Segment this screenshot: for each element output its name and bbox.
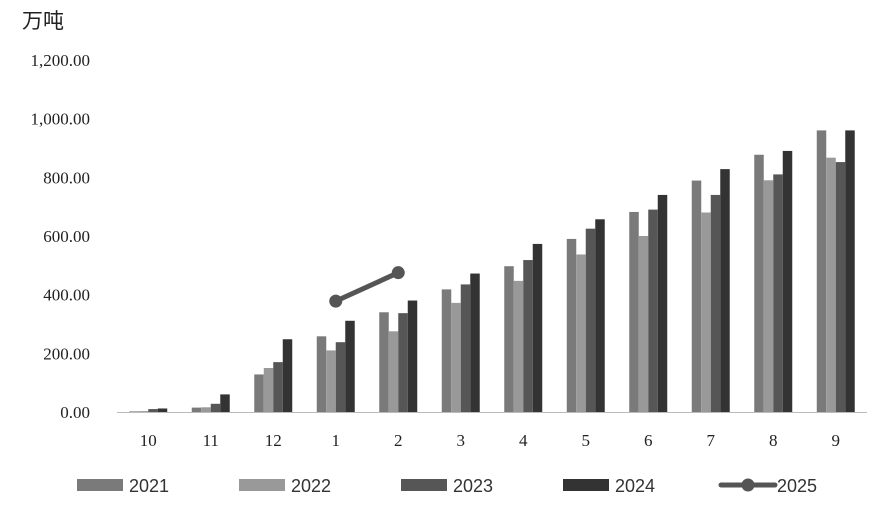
- bar-2022-7: [701, 212, 711, 412]
- bar-2021-12: [254, 374, 264, 412]
- legend-item-2023: 2023: [401, 476, 493, 496]
- x-tick-label: 7: [707, 431, 716, 450]
- y-tick-label: 1,200.00: [31, 51, 91, 70]
- bar-2021-1: [316, 336, 327, 412]
- bar-2023-7: [710, 194, 721, 412]
- legend-item-2022: 2022: [239, 476, 331, 496]
- x-tick-label: 4: [519, 431, 528, 450]
- bar-2021-2: [379, 312, 389, 412]
- bar-2024-4: [532, 243, 543, 412]
- bar-2023-4: [523, 260, 533, 412]
- legend-label: 2022: [291, 476, 331, 496]
- x-tick-label: 6: [644, 431, 653, 450]
- bar-2021-11: [191, 407, 202, 412]
- bar-2024-3: [470, 273, 480, 412]
- legend-swatch: [401, 479, 447, 491]
- bar-2024-12: [282, 339, 293, 412]
- y-tick-label: 1,000.00: [31, 110, 91, 129]
- x-tick-label: 10: [140, 431, 157, 450]
- bar-2021-5: [566, 238, 577, 412]
- x-tick-label: 3: [457, 431, 466, 450]
- legend-marker: [741, 478, 755, 492]
- bar-series: [129, 130, 855, 412]
- y-axis-unit-label: 万吨: [22, 9, 64, 33]
- bar-2024-10: [157, 408, 168, 412]
- bar-2024-5: [595, 219, 605, 412]
- legend-label: 2025: [777, 476, 817, 496]
- bar-2023-12: [273, 362, 283, 412]
- bar-2023-9: [835, 162, 846, 412]
- y-tick-label: 400.00: [43, 286, 90, 305]
- bar-2023-10: [148, 409, 158, 412]
- x-tick-label: 9: [832, 431, 841, 450]
- bar-2022-1: [326, 350, 336, 412]
- bar-2021-8: [754, 154, 764, 412]
- bar-2021-10: [129, 411, 139, 412]
- bar-2023-5: [585, 228, 596, 412]
- bar-2024-1: [345, 320, 355, 412]
- bar-2023-2: [398, 313, 408, 412]
- bar-2022-3: [451, 302, 461, 412]
- bar-2024-2: [407, 300, 418, 412]
- legend-label: 2021: [129, 476, 169, 496]
- x-tick-label: 11: [203, 431, 219, 450]
- bar-2023-8: [773, 174, 783, 412]
- bar-2021-7: [691, 180, 702, 412]
- line-series: [329, 266, 405, 308]
- bar-2022-2: [388, 331, 399, 412]
- bar-2022-11: [201, 407, 211, 412]
- bar-2023-11: [210, 403, 221, 412]
- bar-2024-7: [720, 169, 730, 412]
- bar-2024-9: [845, 130, 855, 412]
- x-tick-label: 2: [394, 431, 403, 450]
- legend-swatch: [77, 479, 123, 491]
- bar-2024-6: [657, 194, 668, 412]
- legend-item-2024: 2024: [563, 476, 655, 496]
- bar-2022-12: [263, 368, 274, 412]
- bar-2022-8: [763, 180, 774, 412]
- bar-2024-11: [220, 394, 230, 412]
- bar-2023-3: [460, 284, 471, 412]
- bar-2022-6: [638, 236, 649, 412]
- bar-2022-4: [513, 280, 524, 412]
- bar-2021-3: [441, 289, 452, 412]
- x-axis-tick-labels: 10 11 12 1 2 3 4 5 6 7 8 9: [140, 431, 840, 450]
- x-tick-label: 1: [332, 431, 341, 450]
- y-tick-label: 0.00: [60, 403, 90, 422]
- y-tick-label: 800.00: [43, 168, 90, 187]
- legend-swatch: [239, 479, 285, 491]
- bar-2024-8: [782, 150, 793, 412]
- bar-2023-1: [335, 342, 346, 412]
- legend: 2021 2022 2023 2024 2025: [77, 476, 817, 496]
- y-tick-label: 200.00: [43, 344, 90, 363]
- bar-2022-10: [138, 411, 149, 412]
- legend-swatch: [563, 479, 609, 491]
- legend-label: 2023: [453, 476, 493, 496]
- x-tick-label: 8: [769, 431, 778, 450]
- bar-2021-9: [816, 130, 827, 412]
- line-2025: [333, 270, 401, 304]
- legend-item-2021: 2021: [77, 476, 169, 496]
- point-2025: [329, 294, 343, 308]
- legend-label: 2024: [615, 476, 655, 496]
- x-tick-label: 5: [582, 431, 591, 450]
- bar-2023-6: [648, 209, 658, 412]
- bar-2022-5: [576, 254, 586, 412]
- y-tick-label: 600.00: [43, 227, 90, 246]
- point-2025: [391, 266, 405, 280]
- bar-2021-4: [504, 266, 514, 412]
- bar-2021-6: [629, 211, 639, 412]
- y-axis-tick-labels: 0.00 200.00 400.00 600.00 800.00 1,000.00 1,20…: [31, 51, 91, 422]
- legend-item-2025: 2025: [718, 476, 817, 496]
- x-tick-label: 12: [265, 431, 282, 450]
- bar-2022-9: [826, 157, 836, 412]
